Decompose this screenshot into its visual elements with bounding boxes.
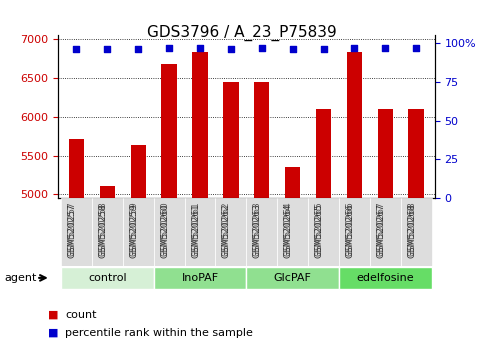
Text: GSM520266: GSM520266 (345, 202, 355, 256)
FancyBboxPatch shape (215, 198, 246, 266)
Text: GSM520268: GSM520268 (407, 204, 416, 258)
Text: GSM520262: GSM520262 (222, 202, 231, 256)
Text: count: count (65, 310, 97, 320)
Point (165, 45, 173, 51)
Text: GSM520268: GSM520268 (407, 202, 416, 256)
Text: ■: ■ (48, 328, 59, 338)
Text: GSM520259: GSM520259 (129, 204, 138, 258)
Bar (99, 186, 115, 354)
Text: GSM520261: GSM520261 (191, 202, 200, 256)
Point (351, 45, 358, 51)
Bar (161, 64, 177, 354)
Point (196, 45, 204, 51)
FancyBboxPatch shape (61, 198, 92, 266)
Point (103, 46, 111, 52)
Text: GSM520263: GSM520263 (253, 204, 262, 258)
Bar (130, 145, 146, 354)
Text: ■: ■ (48, 310, 59, 320)
Text: GSM520260: GSM520260 (160, 204, 169, 258)
Point (382, 45, 389, 51)
FancyBboxPatch shape (154, 198, 185, 266)
Bar (316, 109, 331, 354)
Text: edelfosine: edelfosine (356, 273, 414, 283)
Bar (378, 109, 393, 354)
FancyBboxPatch shape (246, 267, 339, 289)
Bar (409, 109, 424, 354)
Point (258, 45, 266, 51)
Text: GSM520266: GSM520266 (345, 204, 355, 258)
Text: GSM520260: GSM520260 (160, 202, 169, 256)
FancyBboxPatch shape (185, 198, 215, 266)
Bar (69, 138, 84, 354)
Bar (223, 82, 239, 354)
Bar (254, 82, 270, 354)
Text: GSM520267: GSM520267 (376, 202, 385, 256)
FancyBboxPatch shape (61, 267, 154, 289)
FancyBboxPatch shape (92, 198, 123, 266)
FancyBboxPatch shape (370, 198, 401, 266)
Text: GSM520264: GSM520264 (284, 204, 293, 258)
Text: GSM520262: GSM520262 (222, 204, 231, 258)
Point (289, 46, 297, 52)
Point (134, 46, 142, 52)
Bar (192, 52, 208, 354)
FancyBboxPatch shape (123, 198, 154, 266)
FancyBboxPatch shape (401, 198, 432, 266)
Text: GSM520263: GSM520263 (253, 202, 262, 256)
FancyBboxPatch shape (277, 198, 308, 266)
Text: GSM520259: GSM520259 (129, 202, 138, 256)
FancyBboxPatch shape (154, 267, 246, 289)
Bar (285, 167, 300, 354)
Text: GSM520265: GSM520265 (314, 204, 324, 258)
Text: GlcPAF: GlcPAF (274, 273, 312, 283)
Text: control: control (88, 273, 127, 283)
Text: GSM520261: GSM520261 (191, 204, 200, 258)
Text: agent: agent (5, 273, 37, 283)
Text: GSM520258: GSM520258 (99, 202, 107, 256)
Text: GSM520264: GSM520264 (284, 202, 293, 256)
Bar (347, 52, 362, 354)
FancyBboxPatch shape (339, 198, 370, 266)
Text: GSM520257: GSM520257 (68, 204, 76, 258)
Text: GSM520258: GSM520258 (99, 204, 107, 258)
Point (412, 45, 420, 51)
Point (72, 46, 80, 52)
Text: GDS3796 / A_23_P75839: GDS3796 / A_23_P75839 (147, 25, 336, 41)
FancyBboxPatch shape (339, 267, 432, 289)
Point (227, 46, 235, 52)
Point (320, 46, 327, 52)
Text: GSM520265: GSM520265 (314, 202, 324, 256)
Text: percentile rank within the sample: percentile rank within the sample (65, 328, 253, 338)
Text: GSM520257: GSM520257 (68, 202, 76, 256)
FancyBboxPatch shape (246, 198, 277, 266)
Text: InoPAF: InoPAF (182, 273, 219, 283)
Text: GSM520267: GSM520267 (376, 204, 385, 258)
FancyBboxPatch shape (308, 198, 339, 266)
